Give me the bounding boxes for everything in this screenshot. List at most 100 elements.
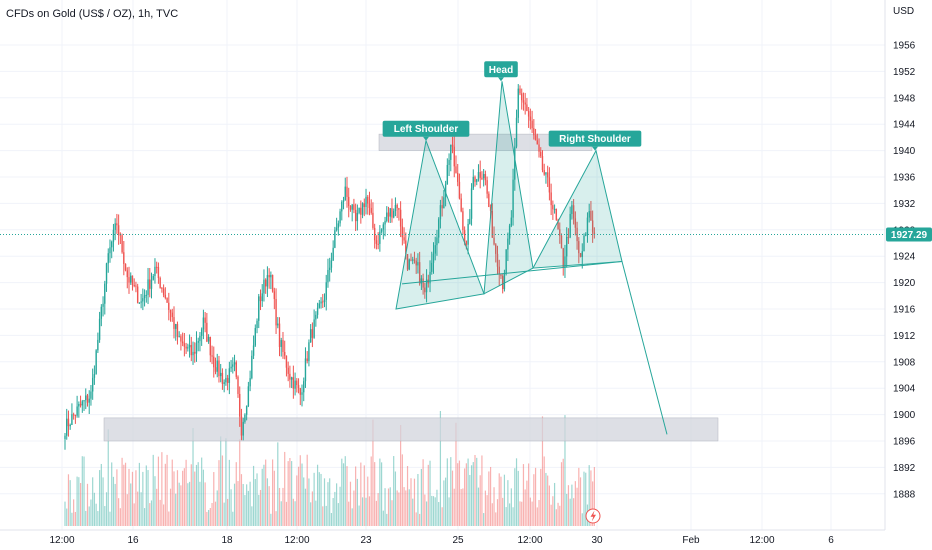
candle-body <box>278 323 281 347</box>
candle-body <box>515 117 518 147</box>
volume-bar <box>517 470 519 526</box>
time-axis[interactable]: 12:00 16 18 12:00 23 25 12:00 30 Feb 12:00 6 <box>49 535 834 546</box>
candle-body <box>76 406 78 416</box>
pattern-label-pointer <box>592 146 598 151</box>
candle-body <box>270 274 272 278</box>
volume-bar <box>484 490 486 526</box>
candle-body <box>387 212 390 217</box>
volume-bar <box>394 471 397 526</box>
candle-body <box>484 174 487 181</box>
volume-bar <box>256 473 258 526</box>
volume-bar <box>585 472 587 526</box>
volume-bar <box>375 500 377 526</box>
candle-body <box>593 232 596 235</box>
volume-bar <box>429 460 431 526</box>
volume-bar <box>235 462 237 526</box>
volume-bar <box>427 464 429 526</box>
volume-bar <box>541 416 544 526</box>
volume-bar <box>294 501 296 526</box>
candle-body <box>292 377 295 389</box>
volume-bar <box>204 482 206 526</box>
candle-body <box>498 266 500 275</box>
volume-bar <box>66 508 68 526</box>
candle-body <box>583 235 585 252</box>
volume-bar <box>109 511 111 526</box>
volume-bar <box>230 489 232 526</box>
volume-bar <box>425 501 428 526</box>
pattern-label-pointer <box>423 136 429 141</box>
volume-bar <box>105 492 108 526</box>
candle-body <box>540 151 542 157</box>
candle-body <box>349 205 352 210</box>
volume-bar <box>195 464 198 526</box>
candle-body <box>230 366 232 369</box>
volume-bar <box>448 497 450 526</box>
candle-body <box>458 181 461 199</box>
volume-bar <box>346 466 348 526</box>
candle-body <box>258 296 260 321</box>
candle-body <box>261 293 263 302</box>
candle-body <box>91 377 94 392</box>
candle-body <box>574 218 577 228</box>
volume-bar <box>277 442 279 526</box>
volume-bar <box>547 475 549 526</box>
candle-body <box>543 170 545 175</box>
volume-bar <box>360 462 362 526</box>
candle-body <box>240 416 243 436</box>
lightning-bolt-icon[interactable] <box>585 508 601 524</box>
volume-bar <box>534 467 537 526</box>
candle-body <box>88 398 90 403</box>
time-tick-label: 16 <box>127 535 139 546</box>
volume-bar <box>214 501 217 526</box>
candle-body <box>306 358 308 362</box>
candle-body <box>117 225 120 235</box>
volume-bar <box>323 478 326 526</box>
candle-body <box>308 342 310 362</box>
candle-body <box>162 288 165 295</box>
target-projection-line <box>621 261 668 435</box>
candle-body <box>166 297 168 303</box>
candle-body <box>372 212 374 228</box>
candle-body <box>375 240 378 244</box>
volume-bar <box>455 422 457 526</box>
volume-bar <box>365 497 367 526</box>
volume-bar <box>505 507 507 526</box>
volume-bar <box>242 484 244 526</box>
candle-body <box>501 276 504 290</box>
candle-body <box>512 179 514 218</box>
volume-bar <box>486 495 488 526</box>
volume-bar <box>496 499 499 526</box>
candle-body <box>147 279 149 295</box>
candle-body <box>169 310 172 313</box>
volume-bar <box>178 482 180 526</box>
volume-bar <box>124 462 127 526</box>
volume-bar <box>578 467 580 526</box>
volume-bar <box>540 468 542 526</box>
support-zone <box>103 417 719 442</box>
candle-body <box>465 240 468 245</box>
candle-body <box>297 385 300 389</box>
candle-body <box>479 172 481 178</box>
volume-bar <box>246 484 248 526</box>
candle-body <box>365 196 367 207</box>
volume-bar <box>341 458 343 526</box>
volume-bar <box>272 459 274 526</box>
volume-bar <box>223 502 225 526</box>
candle-body <box>264 279 267 287</box>
volume-bar <box>332 498 334 526</box>
candle-body <box>527 111 530 117</box>
volume-bar <box>128 468 130 526</box>
candle-body <box>78 403 80 407</box>
candle-body <box>346 186 348 197</box>
candle-body <box>519 88 521 94</box>
candle-body <box>150 279 153 289</box>
volume-bar <box>102 477 104 526</box>
candle-body <box>90 391 92 399</box>
candle-body <box>508 225 511 239</box>
candle-body <box>252 345 255 356</box>
candle-body <box>514 146 516 180</box>
volume-bar <box>476 457 478 526</box>
volume-bar <box>270 513 272 526</box>
